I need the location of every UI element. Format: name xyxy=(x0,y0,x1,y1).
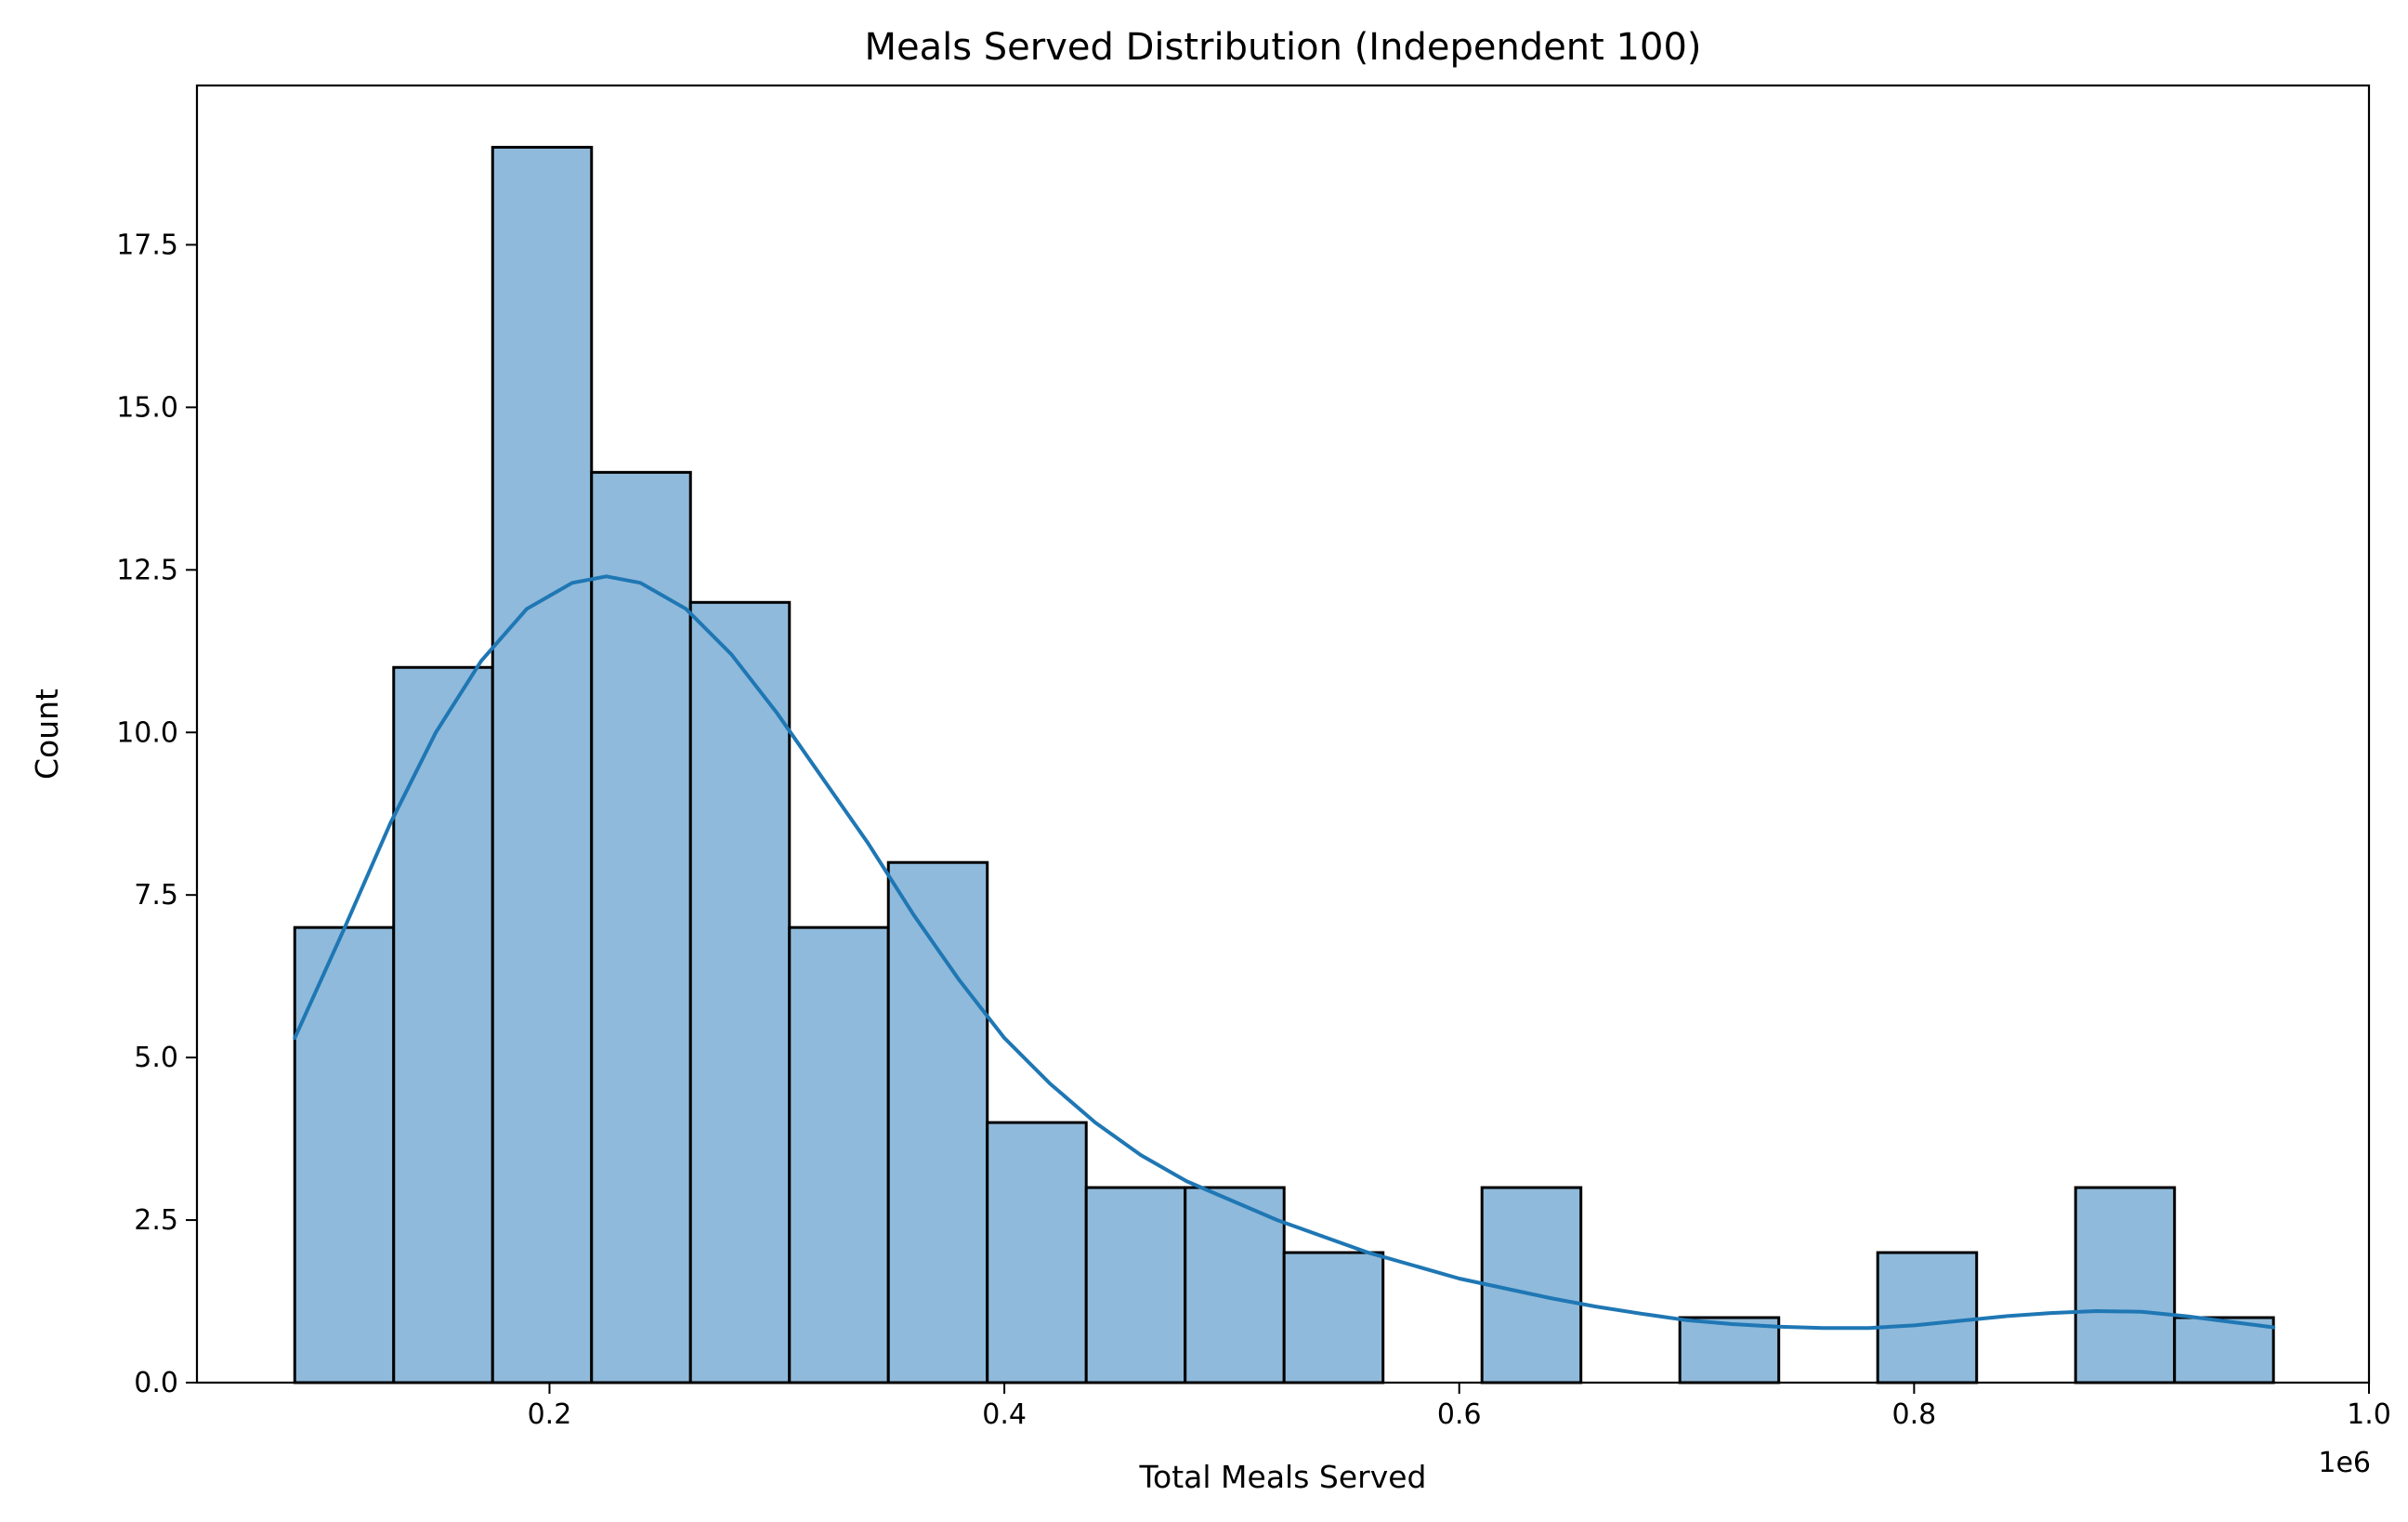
histogram-bar xyxy=(2173,1316,2275,1384)
kde-curve xyxy=(293,574,2276,1331)
y-tick-label: 7.5 xyxy=(134,879,178,912)
histogram-bar xyxy=(788,925,890,1384)
histogram-bar xyxy=(590,470,692,1384)
x-tick-label: 0.4 xyxy=(982,1398,1027,1431)
x-axis-label: Total Meals Served xyxy=(1138,1459,1426,1495)
x-axis-ticks: 0.2 0.4 0.6 0.8 1.0 xyxy=(528,1383,2391,1431)
y-axis-label: Count xyxy=(29,689,65,780)
histogram-bar xyxy=(886,860,989,1384)
histogram-bar xyxy=(293,925,396,1384)
histogram-bar xyxy=(392,665,494,1384)
histogram-bar xyxy=(986,1121,1088,1384)
plot-area-frame xyxy=(195,84,2371,1384)
y-tick-label: 5.0 xyxy=(134,1042,178,1074)
x-tick-label: 0.8 xyxy=(1892,1398,1937,1431)
histogram-bar xyxy=(1282,1251,1385,1384)
bars-layer xyxy=(293,145,2275,1384)
y-tick-label: 2.5 xyxy=(134,1204,178,1237)
y-tick-label: 0.0 xyxy=(134,1367,178,1399)
histogram-bar xyxy=(1876,1251,1979,1384)
histogram-bar xyxy=(491,145,594,1384)
x-tick-label: 0.6 xyxy=(1437,1398,1482,1431)
y-axis-ticks: 0.0 2.5 5.0 7.5 10.0 12.5 15.0 17.5 xyxy=(116,229,197,1399)
y-tick-label: 15.0 xyxy=(116,391,178,424)
histogram-bar xyxy=(1084,1186,1187,1384)
y-tick-label: 12.5 xyxy=(116,554,178,586)
y-tick-label: 17.5 xyxy=(116,229,178,261)
x-tick-label: 1.0 xyxy=(2347,1398,2391,1431)
histogram-bar xyxy=(2074,1186,2177,1384)
x-tick-label: 0.2 xyxy=(528,1398,572,1431)
y-tick-label: 10.0 xyxy=(116,716,178,749)
histogram-bar xyxy=(688,600,792,1384)
chart-title: Meals Served Distribution (Independent 1… xyxy=(864,26,1701,69)
histogram-bar xyxy=(1184,1186,1286,1384)
x-axis-offset-label: 1e6 xyxy=(2318,1447,2371,1479)
kde-layer xyxy=(293,574,2276,1331)
